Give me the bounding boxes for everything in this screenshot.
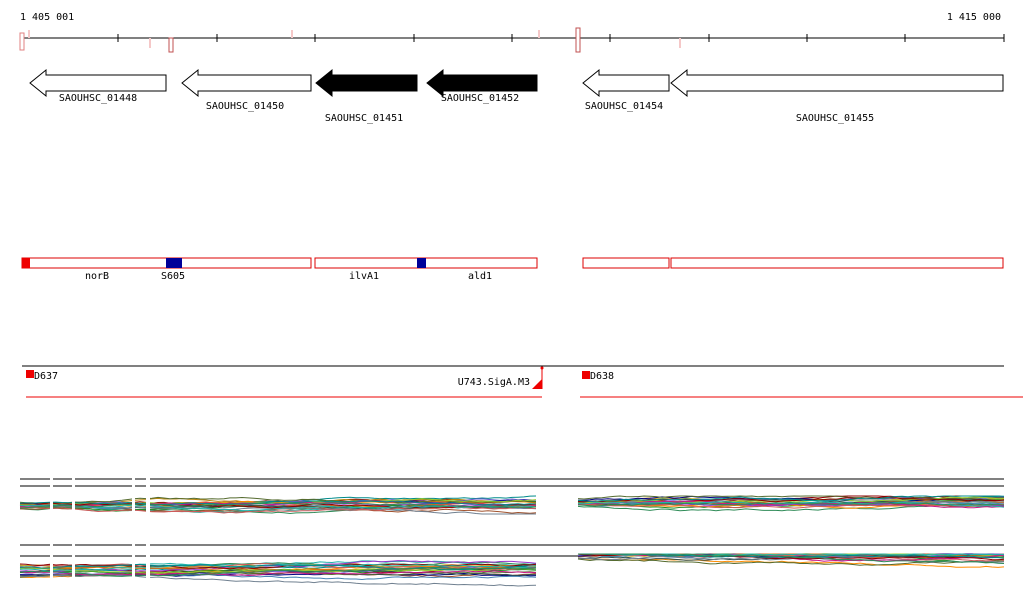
gene-arrow-SAOUHSC_01451[interactable] — [315, 68, 418, 98]
annotation-box[interactable] — [670, 257, 1004, 269]
expression-gap — [50, 470, 53, 595]
ruler-start-label: 1 405 001 — [20, 12, 75, 23]
regulon-end-dot — [540, 366, 544, 370]
gene-arrow-SAOUHSC_01454[interactable] — [582, 68, 670, 98]
ruler-mark — [28, 30, 30, 38]
ruler-end-label: 1 415 000 — [946, 12, 1001, 23]
expression-profiles-lower — [19, 553, 1005, 587]
expression-upper-trace — [19, 496, 537, 504]
ruler-mark — [291, 30, 293, 38]
gene-arrow-SAOUHSC_01452[interactable] — [426, 68, 538, 98]
gene-label-SAOUHSC_01452: SAOUHSC_01452 — [441, 93, 519, 104]
expression-upper-trace — [19, 502, 537, 509]
expression-profiles-upper — [19, 495, 1005, 515]
ruler-mark — [575, 27, 581, 53]
expression-gap — [132, 470, 135, 595]
annotation-label-ald1: ald1 — [468, 271, 492, 282]
regulon-label-D638: D638 — [590, 371, 614, 382]
annotation-marker-red — [22, 258, 30, 268]
expression-gaps — [50, 470, 150, 595]
expression-upper-trace — [577, 502, 1005, 507]
expression-upper-trace — [577, 495, 1004, 500]
expression-lower-trace — [20, 574, 537, 587]
regulon-marker — [582, 371, 590, 379]
expression-lower-trace — [19, 566, 537, 577]
ruler-track — [19, 27, 1005, 53]
expression-lower-trace — [19, 563, 537, 571]
annotation-label-S605: S605 — [161, 271, 185, 282]
ruler-mark — [19, 32, 25, 51]
gene-arrow-SAOUHSC_01455[interactable] — [670, 68, 1004, 98]
ruler-marks — [19, 27, 681, 53]
expression-upper-trace — [577, 503, 1005, 509]
regulon-marker — [26, 370, 34, 378]
regulon-label-U743: U743.SigA.M3 — [458, 377, 530, 388]
expression-upper-trace — [19, 502, 537, 509]
ruler-mark — [168, 37, 174, 53]
regulon-label-D637: D637 — [34, 371, 58, 382]
expression-gap — [72, 470, 75, 595]
expression-lower-trace — [577, 553, 1005, 564]
gene-label-SAOUHSC_01450: SAOUHSC_01450 — [206, 101, 284, 112]
annotation-marker-blue — [166, 258, 182, 268]
expression-upper-trace — [577, 496, 1005, 503]
expression-gap — [146, 470, 150, 595]
annotation-track: norB S605 ilvA1 ald1 — [21, 257, 1004, 282]
ruler-mark — [149, 38, 151, 48]
annotation-marker-blue — [417, 258, 426, 268]
regulon-end-marker — [532, 379, 542, 389]
gene-label-SAOUHSC_01454: SAOUHSC_01454 — [585, 101, 663, 112]
annotation-box[interactable] — [582, 257, 670, 269]
expression-lower-trace — [19, 570, 537, 577]
expression-upper-trace — [577, 495, 1005, 504]
expression-upper-trace — [577, 495, 1005, 502]
gene-label-SAOUHSC_01451: SAOUHSC_01451 — [325, 113, 403, 124]
gene-track: SAOUHSC_01448 SAOUHSC_01450 SAOUHSC_0145… — [29, 68, 1004, 124]
regulon-track: D637 U743.SigA.M3 D638 — [22, 365, 1023, 398]
annotation-label-norB: norB — [85, 271, 109, 282]
gene-arrow-SAOUHSC_01450[interactable] — [181, 68, 312, 98]
gene-arrow-SAOUHSC_01448[interactable] — [29, 68, 167, 98]
ruler-mark — [679, 38, 681, 48]
ruler-mark — [538, 30, 540, 38]
expression-upper-trace — [19, 500, 537, 506]
annotation-label-ilvA1: ilvA1 — [349, 271, 379, 282]
expression-track — [19, 470, 1005, 595]
gene-label-SAOUHSC_01448: SAOUHSC_01448 — [59, 93, 137, 104]
gene-label-SAOUHSC_01455: SAOUHSC_01455 — [796, 113, 874, 124]
